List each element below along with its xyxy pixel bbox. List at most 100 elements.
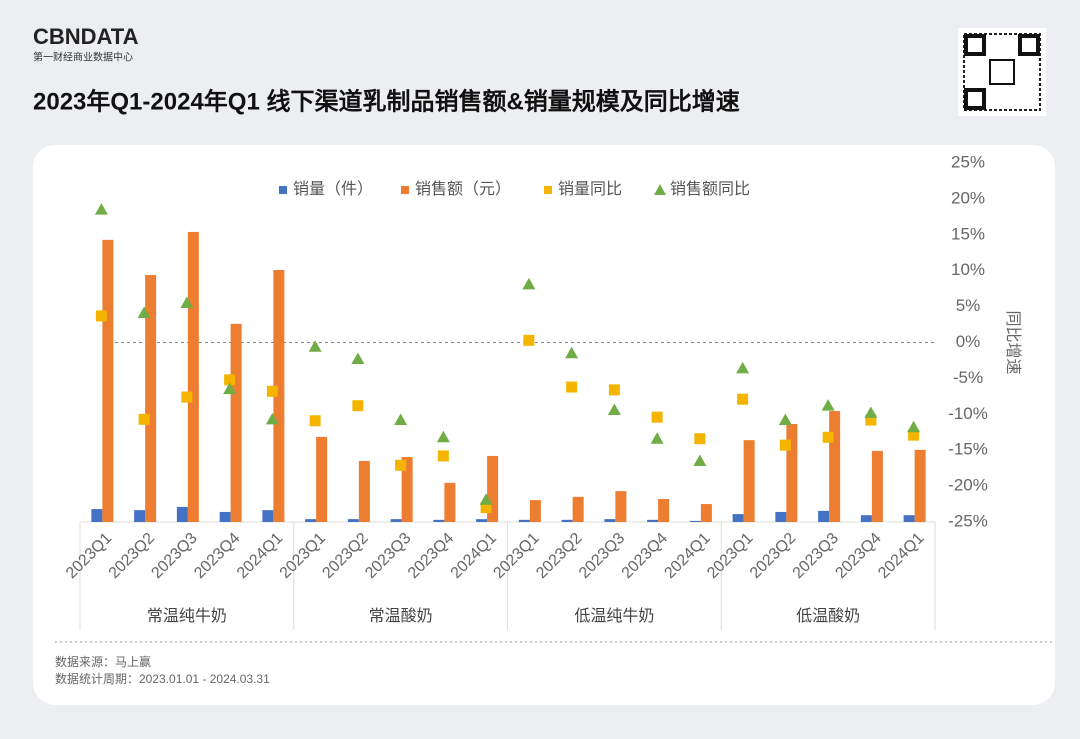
y2-tick-label: 10%	[951, 260, 985, 279]
marker	[865, 414, 877, 426]
bar	[518, 519, 530, 522]
bar	[390, 519, 402, 522]
group-label: 常温纯牛奶	[147, 607, 227, 625]
bar	[829, 411, 841, 522]
bar	[273, 269, 285, 522]
bar	[860, 515, 872, 522]
bar	[732, 514, 744, 522]
marker	[907, 420, 921, 433]
marker	[864, 406, 878, 418]
marker	[778, 413, 792, 426]
marker	[522, 277, 536, 290]
y2-axis-label: 同比增速	[1004, 310, 1022, 374]
y2-tick-label: 0%	[956, 332, 981, 351]
marker	[395, 459, 407, 471]
y2-tick-label: 25%	[951, 152, 985, 171]
marker	[565, 346, 579, 359]
y2-tick-label: -20%	[948, 476, 988, 495]
legend-label: 销售额（元）	[415, 180, 511, 198]
legend-swatch	[279, 186, 287, 194]
legend-label: 销量（件）	[293, 180, 373, 198]
marker	[224, 374, 236, 386]
marker	[694, 433, 706, 445]
marker	[437, 450, 449, 462]
bar	[134, 510, 146, 522]
marker	[821, 399, 835, 411]
bar	[230, 323, 242, 522]
marker	[436, 430, 450, 443]
marker	[309, 415, 321, 427]
logo: CBNDATA	[33, 24, 139, 49]
y2-tick-label: 15%	[951, 224, 985, 243]
marker	[181, 391, 193, 403]
marker	[607, 403, 621, 415]
marker	[693, 454, 707, 466]
bar	[305, 519, 317, 522]
card	[33, 145, 1055, 705]
marker	[223, 382, 237, 395]
y2-tick-label: -5%	[953, 368, 983, 387]
bar	[444, 482, 456, 522]
logo-subtitle: 第一财经商业数据中心	[33, 51, 133, 64]
bar	[187, 231, 199, 523]
bar	[145, 275, 157, 522]
bar	[871, 450, 883, 522]
group-label: 低温酸奶	[796, 607, 860, 625]
marker	[779, 439, 791, 451]
bar	[743, 440, 755, 522]
bar	[572, 496, 584, 522]
marker	[265, 412, 279, 425]
chart-title: 2023年Q1-2024年Q1 线下渠道乳制品销售额&销量规模及同比增速	[33, 87, 740, 115]
y2-tick-label: -25%	[948, 511, 988, 530]
legend-label: 销量同比	[558, 180, 622, 198]
marker	[138, 413, 150, 425]
marker	[650, 432, 664, 444]
qr-code	[958, 28, 1046, 116]
bar	[347, 519, 359, 522]
marker	[737, 393, 749, 405]
marker	[651, 411, 663, 423]
y2-tick-label: -10%	[948, 404, 988, 423]
bar	[700, 504, 712, 522]
marker	[479, 493, 493, 505]
legend-swatch	[544, 186, 552, 194]
source: 数据来源：马上赢	[55, 654, 151, 669]
y2-tick-label: 20%	[951, 188, 985, 207]
marker	[480, 502, 492, 514]
bar	[689, 520, 701, 522]
legend-swatch	[654, 184, 666, 195]
marker	[308, 340, 322, 352]
marker	[95, 310, 107, 322]
bar	[316, 436, 328, 522]
bar	[647, 519, 659, 522]
bar	[561, 519, 573, 522]
marker	[351, 352, 365, 365]
bar	[658, 499, 670, 522]
marker	[352, 400, 364, 412]
marker	[908, 429, 920, 441]
marker	[137, 306, 151, 319]
bar	[262, 510, 274, 522]
bar	[176, 506, 188, 522]
bar	[476, 519, 488, 522]
bar	[91, 509, 103, 522]
bar	[903, 515, 915, 522]
bar	[219, 511, 231, 522]
group-label: 低温纯牛奶	[574, 607, 654, 625]
marker	[94, 203, 108, 215]
bar	[102, 239, 114, 523]
y2-tick-label: -15%	[948, 440, 988, 459]
bar	[818, 510, 830, 522]
y2-tick-label: 5%	[956, 296, 981, 315]
group-label: 常温酸奶	[369, 607, 433, 625]
marker	[523, 334, 535, 346]
bar	[358, 460, 370, 522]
bar	[786, 423, 798, 522]
marker	[394, 413, 408, 426]
legend-label: 销售额同比	[670, 180, 750, 198]
bar	[433, 519, 445, 522]
bar	[775, 511, 787, 522]
marker	[608, 384, 620, 396]
marker	[736, 361, 750, 374]
